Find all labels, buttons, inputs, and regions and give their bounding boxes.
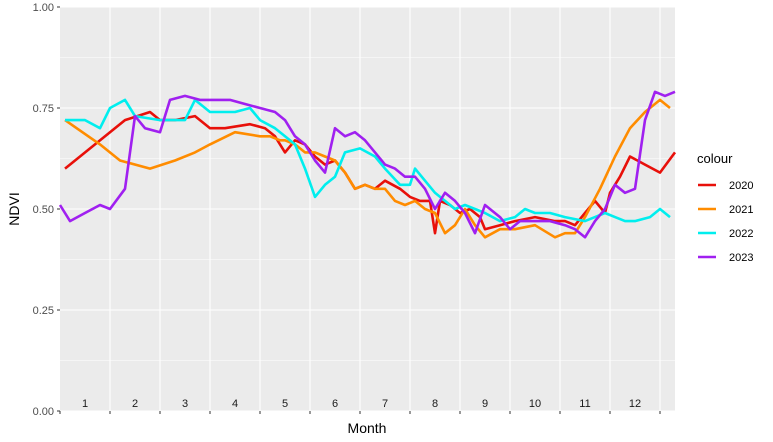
series-line-2020 [64, 110, 677, 235]
month-label: 2 [132, 398, 138, 410]
month-label: 4 [232, 398, 238, 410]
series-lines [58, 90, 677, 239]
y-tick-label: 0.00 [33, 406, 54, 418]
month-label: 10 [529, 398, 541, 410]
y-tick-label: 0.25 [33, 305, 54, 317]
month-label: 6 [332, 398, 338, 410]
series-line-2022 [65, 98, 671, 223]
legend: colour 2020 2021 2022 2023 [697, 151, 753, 264]
month-label: 11 [579, 398, 590, 410]
month-label: 3 [182, 398, 188, 410]
month-label: 7 [382, 398, 388, 410]
month-label: 12 [629, 398, 641, 410]
month-label: 9 [482, 398, 488, 410]
legend-label-2023: 2023 [729, 252, 753, 264]
series-line-2023 [58, 90, 676, 239]
y-tick-label: 1.00 [33, 2, 54, 14]
month-label: 1 [82, 398, 88, 410]
y-axis-title: NDVI [6, 192, 22, 225]
legend-label-2020: 2020 [729, 180, 753, 192]
x-axis-title: Month [348, 420, 387, 436]
month-label: 5 [282, 398, 288, 410]
x-axis: 1 2 3 4 5 6 7 8 9 10 11 12 [59, 398, 661, 414]
legend-title: colour [697, 151, 733, 166]
month-label: 8 [432, 398, 438, 410]
y-axis: 0.00 0.25 0.50 0.75 1.00 [33, 2, 60, 418]
series-line-2021 [64, 98, 671, 239]
y-tick-label: 0.50 [33, 204, 54, 216]
legend-label-2021: 2021 [729, 204, 753, 216]
y-tick-label: 0.75 [33, 103, 54, 115]
legend-label-2022: 2022 [729, 228, 753, 240]
